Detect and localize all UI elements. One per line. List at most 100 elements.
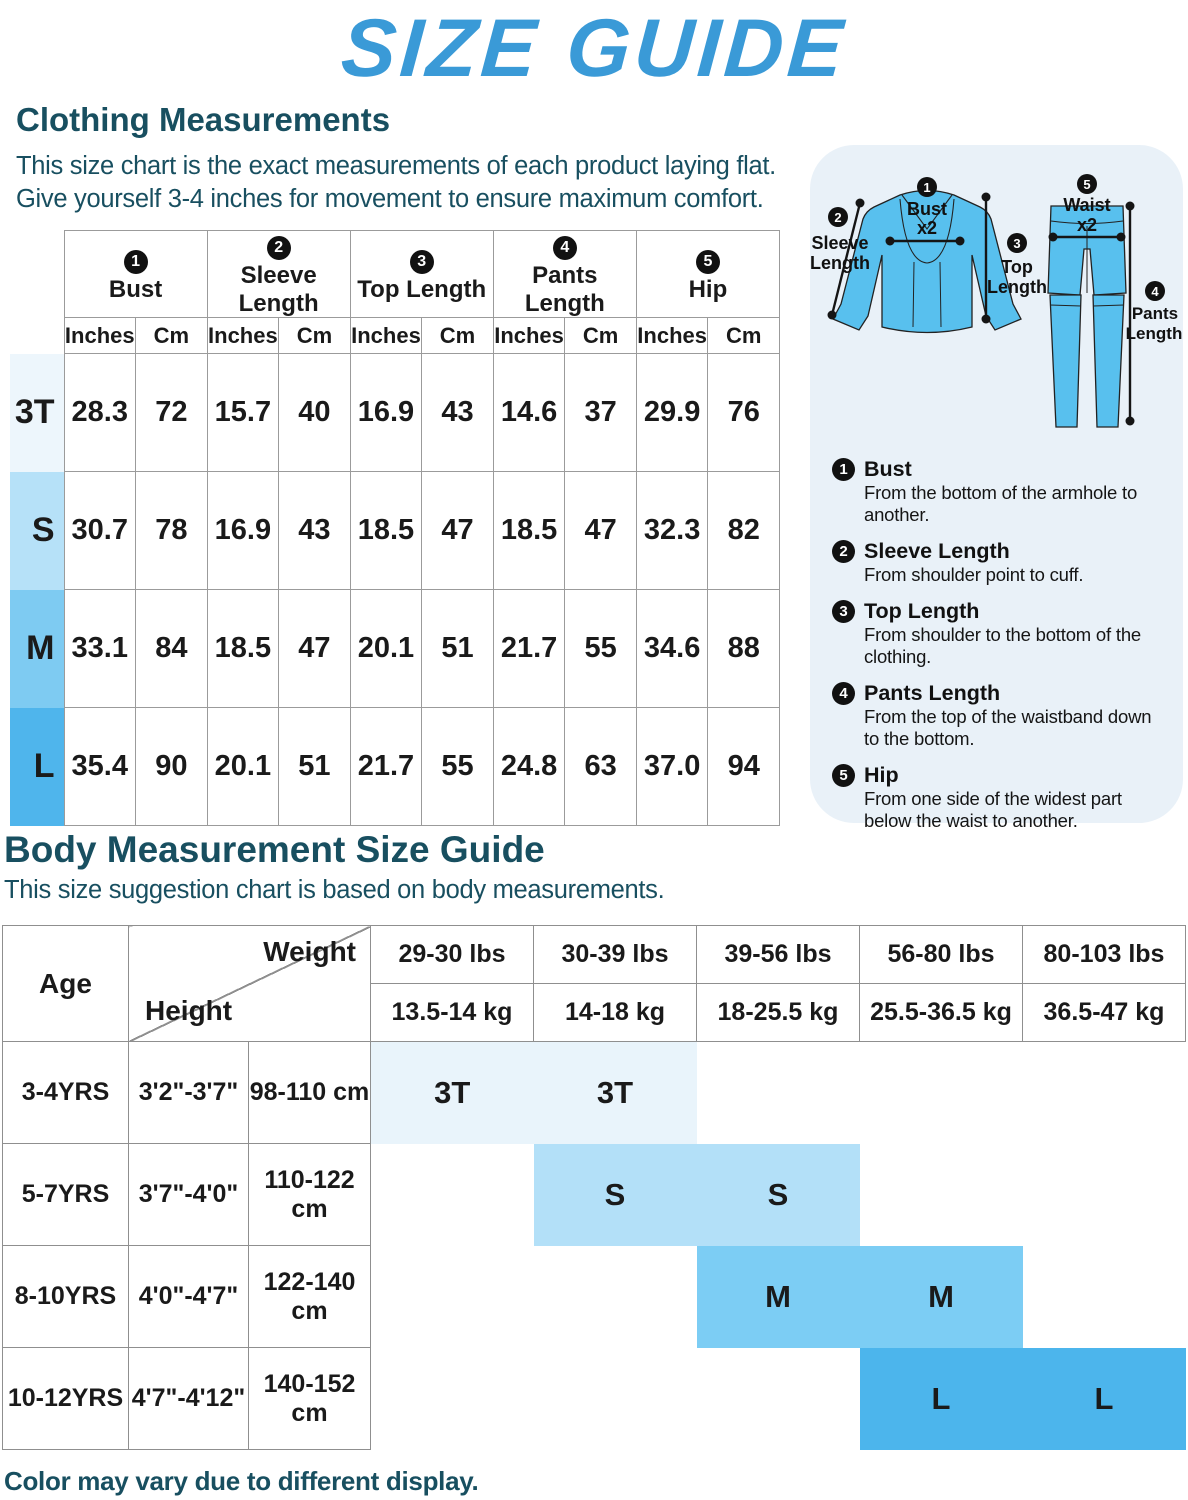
pants-length-marker-icon: 4 Pants Length [1126, 281, 1183, 343]
sleeve-length-line [830, 202, 862, 316]
age-row-5-7YRS: 5-7YRS 3'7"-4'0" 110-122 cm S S [2, 1143, 1186, 1246]
size-band-cell: 3T [370, 1041, 534, 1144]
garment-diagram: 1 Bust x2 2 Sleeve Length 3 Top Length [810, 174, 1182, 428]
legend-title: Hip [864, 763, 899, 787]
jacket-illustration [832, 189, 1022, 334]
svg-text:Waist: Waist [1063, 195, 1110, 215]
age-cell: 8-10YRS [2, 1245, 129, 1348]
unit-header: Cm [421, 317, 494, 355]
age-row-3-4YRS: 3-4YRS 3'2"-3'7" 98-110 cm 3T 3T [2, 1041, 1186, 1144]
measurement-cell: 34.6 [635, 589, 709, 709]
size-label: L [10, 707, 64, 826]
measurement-cell: 43 [278, 471, 351, 591]
unit-header: Inches [349, 317, 423, 355]
height-cm-cell: 98-110 cm [248, 1041, 371, 1144]
weight-kg-header: 14-18 kg [533, 983, 697, 1042]
measurement-cell: 18.5 [206, 589, 280, 709]
diagram-labels: 1 Bust x2 2 Sleeve Length 3 Top Length [810, 174, 1182, 343]
height-cm-cell: 110-122 cm [248, 1143, 371, 1246]
number-badge-icon: 5 [832, 764, 855, 787]
unit-header: Inches [206, 317, 280, 355]
size-label: S [10, 471, 64, 590]
size-band-cell [696, 1347, 860, 1450]
size-band-cell [859, 1143, 1023, 1246]
legend-description: From shoulder point to cuff. [864, 564, 1084, 585]
svg-text:Length: Length [987, 277, 1047, 297]
legend-item-3: 3 Top Length From shoulder to the bottom o… [832, 599, 1166, 668]
legend-title: Sleeve Length [864, 539, 1010, 563]
age-cell: 10-12YRS [2, 1347, 129, 1450]
number-badge-icon: 5 [695, 249, 720, 274]
svg-text:Length: Length [1126, 324, 1183, 343]
column-header-label: Hip [688, 275, 728, 303]
measurement-cell: 21.7 [349, 707, 423, 827]
size-band-cell [696, 1041, 860, 1144]
height-ft-cell: 4'7"-4'12" [128, 1347, 249, 1450]
svg-text:Bust: Bust [907, 199, 947, 219]
measurement-cell: 35.4 [63, 707, 137, 827]
svg-text:Length: Length [810, 253, 870, 273]
svg-text:Sleeve: Sleeve [811, 233, 868, 253]
pants-illustration [1047, 205, 1127, 428]
measurement-cell: 18.5 [492, 471, 566, 591]
legend-item-head: 5 Hip [832, 763, 1166, 788]
legend-description: From one side of the widest part below t… [864, 788, 1122, 831]
measurement-cell: 30.7 [63, 471, 137, 591]
waist-marker-icon: 5 Waist x2 [1063, 174, 1111, 235]
unit-header: Inches [63, 317, 137, 355]
description-line-2: Give yourself 3-4 inches for movement to… [16, 185, 764, 213]
measurement-cell: 24.8 [492, 707, 566, 827]
body-measurement-heading: Body Measurement Size Guide [4, 829, 545, 870]
measurement-cell: 88 [707, 589, 780, 709]
size-row-S: S 30.7 78 16.9 43 18.5 47 18.5 47 32.3 82 [10, 471, 780, 591]
table-header-row: 1 Bust 2 Sleeve Length 3 Top Length 4 Pants Len… [10, 229, 781, 319]
column-header-sleeve-length: 2 Sleeve Length [206, 229, 351, 319]
measurement-cell: 55 [564, 589, 637, 709]
weight-kg-header: 36.5-47 kg [1022, 983, 1186, 1042]
height-ft-cell: 3'7"-4'0" [128, 1143, 249, 1246]
size-band-cell [370, 1347, 534, 1450]
weight-lbs-header: 39-56 lbs [696, 925, 860, 984]
height-cm-cell: 122-140 cm [248, 1245, 371, 1348]
column-header-label: Pants Length [524, 262, 605, 317]
weight-kg-header: 25.5-36.5 kg [859, 983, 1023, 1042]
weight-lbs-header: 80-103 lbs [1022, 925, 1186, 984]
measurement-cell: 16.9 [349, 353, 423, 473]
legend-item-4: 4 Pants Length From the top of the waistba… [832, 681, 1166, 750]
measurement-cell: 47 [421, 471, 494, 591]
size-row-L: L 35.4 90 20.1 51 21.7 55 24.8 63 37.0 94 [10, 707, 780, 827]
legend-description: From shoulder to the bottom of the cloth… [864, 624, 1142, 667]
measurement-cell: 82 [707, 471, 780, 591]
measurement-cell: 18.5 [349, 471, 423, 591]
size-band-cell [370, 1245, 534, 1348]
measurement-cell: 47 [278, 589, 351, 709]
size-label: M [10, 589, 64, 708]
size-band-cell: S [696, 1143, 860, 1246]
unit-header: Cm [278, 317, 351, 355]
measurement-cell: 20.1 [349, 589, 423, 709]
svg-text:2: 2 [834, 210, 841, 225]
unit-header: Cm [564, 317, 637, 355]
column-header-pants-length: 4 Pants Length [492, 229, 637, 319]
measurement-cell: 78 [135, 471, 208, 591]
clothing-measurements-description: This size chart is the exact measurement… [16, 150, 776, 216]
size-row-M: M 33.1 84 18.5 47 20.1 51 21.7 55 34.6 88 [10, 589, 780, 709]
size-band-cell: M [696, 1245, 860, 1348]
svg-text:x2: x2 [917, 218, 937, 238]
measurement-cell: 32.3 [635, 471, 709, 591]
sleeve-marker-icon: 2 Sleeve Length [810, 207, 870, 273]
weight-lbs-header-row: Age Weight Height 29-30 lbs 30-39 lbs 39-56 l… [2, 925, 1186, 1042]
measurement-cell: 76 [707, 353, 780, 473]
measurement-cell: 40 [278, 353, 351, 473]
weight-kg-header: 18-25.5 kg [696, 983, 860, 1042]
legend-description: From the top of the waistband down to th… [864, 706, 1152, 749]
unit-header: Inches [492, 317, 566, 355]
measurement-cell: 51 [278, 707, 351, 827]
page-title: SIZE GUIDE [338, 3, 850, 94]
footer-note: Color may vary due to different display. [4, 1466, 479, 1496]
height-ft-cell: 4'0"-4'7" [128, 1245, 249, 1348]
measurement-cell: 90 [135, 707, 208, 827]
number-badge-icon: 3 [409, 249, 434, 274]
legend-item-5: 5 Hip From one side of the widest part bel… [832, 763, 1166, 832]
svg-text:Top: Top [1001, 257, 1033, 277]
